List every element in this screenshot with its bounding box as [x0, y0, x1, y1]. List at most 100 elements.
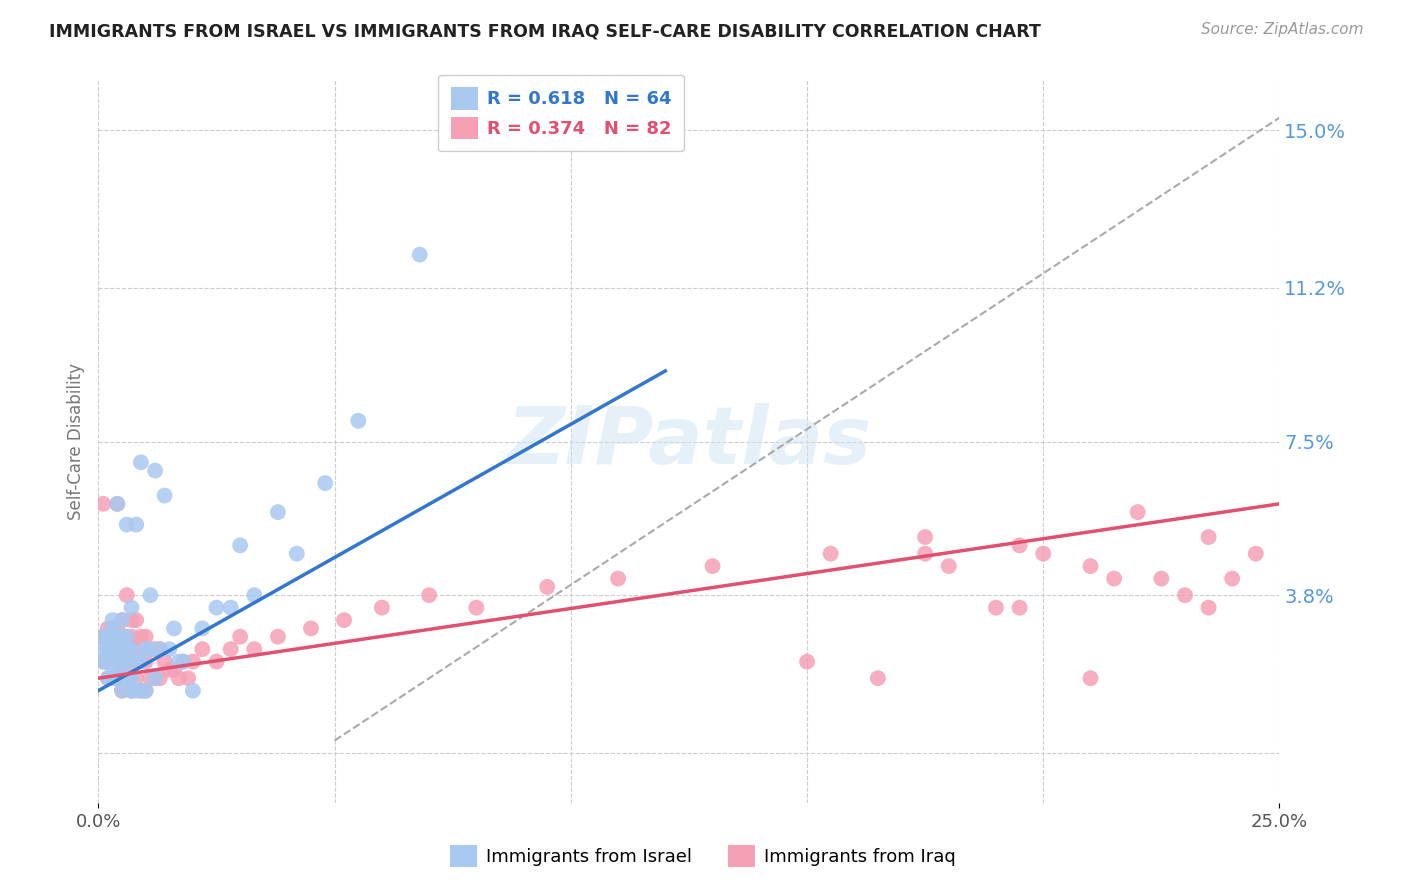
- Point: [111, 613, 134, 627]
- Point: [149, 642, 172, 657]
- Text: IMMIGRANTS FROM ISRAEL VS IMMIGRANTS FROM IRAQ SELF-CARE DISABILITY CORRELATION : IMMIGRANTS FROM ISRAEL VS IMMIGRANTS FRO…: [49, 22, 1040, 40]
- Point: [135, 655, 157, 669]
- Point: [101, 621, 124, 635]
- Point: [135, 683, 157, 698]
- Point: [91, 642, 114, 657]
- Point: [1198, 600, 1220, 615]
- Point: [105, 671, 128, 685]
- Point: [139, 671, 162, 685]
- Point: [191, 642, 214, 657]
- Point: [105, 642, 128, 657]
- Point: [984, 600, 1007, 615]
- Point: [115, 671, 138, 685]
- Point: [1244, 547, 1267, 561]
- Point: [914, 547, 936, 561]
- Point: [149, 642, 172, 657]
- Point: [1220, 572, 1243, 586]
- Point: [1008, 600, 1031, 615]
- Point: [125, 517, 148, 532]
- Point: [219, 642, 242, 657]
- Text: ZIPatlas: ZIPatlas: [506, 402, 872, 481]
- Point: [125, 683, 148, 698]
- Point: [91, 655, 114, 669]
- Point: [135, 642, 157, 657]
- Point: [101, 642, 124, 657]
- Point: [153, 489, 176, 503]
- Point: [105, 671, 128, 685]
- Point: [111, 655, 134, 669]
- Point: [181, 683, 204, 698]
- Point: [97, 621, 120, 635]
- Point: [101, 671, 124, 685]
- Point: [536, 580, 558, 594]
- Point: [111, 671, 134, 685]
- Point: [121, 683, 143, 698]
- Point: [418, 588, 440, 602]
- Point: [143, 671, 166, 685]
- Point: [111, 683, 134, 698]
- Point: [607, 572, 630, 586]
- Point: [101, 663, 124, 677]
- Point: [1198, 530, 1220, 544]
- Point: [1032, 547, 1054, 561]
- Point: [157, 663, 180, 677]
- Point: [111, 655, 134, 669]
- Point: [111, 630, 134, 644]
- Point: [139, 588, 162, 602]
- Point: [101, 621, 124, 635]
- Point: [97, 655, 120, 669]
- Point: [111, 613, 134, 627]
- Point: [125, 671, 148, 685]
- Point: [91, 630, 114, 644]
- Point: [121, 663, 143, 677]
- Point: [135, 630, 157, 644]
- Point: [866, 671, 889, 685]
- Point: [105, 497, 128, 511]
- Point: [125, 613, 148, 627]
- Point: [115, 588, 138, 602]
- Point: [111, 630, 134, 644]
- Point: [172, 655, 194, 669]
- Point: [205, 655, 228, 669]
- Point: [115, 671, 138, 685]
- Point: [408, 248, 430, 262]
- Point: [139, 642, 162, 657]
- Point: [143, 671, 166, 685]
- Point: [285, 547, 308, 561]
- Point: [820, 547, 842, 561]
- Point: [1126, 505, 1149, 519]
- Point: [97, 671, 120, 685]
- Point: [91, 630, 114, 644]
- Point: [191, 621, 214, 635]
- Point: [129, 683, 152, 698]
- Point: [167, 671, 190, 685]
- Point: [143, 642, 166, 657]
- Point: [157, 642, 180, 657]
- Point: [796, 655, 818, 669]
- Point: [91, 655, 114, 669]
- Point: [129, 455, 152, 469]
- Point: [314, 476, 336, 491]
- Point: [129, 630, 152, 644]
- Point: [121, 683, 143, 698]
- Point: [111, 642, 134, 657]
- Point: [267, 505, 290, 519]
- Point: [163, 621, 186, 635]
- Point: [229, 538, 252, 552]
- Point: [219, 600, 242, 615]
- Point: [702, 559, 724, 574]
- Point: [1150, 572, 1173, 586]
- Point: [172, 655, 194, 669]
- Point: [143, 464, 166, 478]
- Point: [1080, 671, 1102, 685]
- Point: [135, 683, 157, 698]
- Point: [465, 600, 488, 615]
- Point: [181, 655, 204, 669]
- Point: [1174, 588, 1197, 602]
- Point: [105, 642, 128, 657]
- Point: [371, 600, 394, 615]
- Point: [121, 671, 143, 685]
- Point: [101, 642, 124, 657]
- Point: [299, 621, 322, 635]
- Point: [139, 642, 162, 657]
